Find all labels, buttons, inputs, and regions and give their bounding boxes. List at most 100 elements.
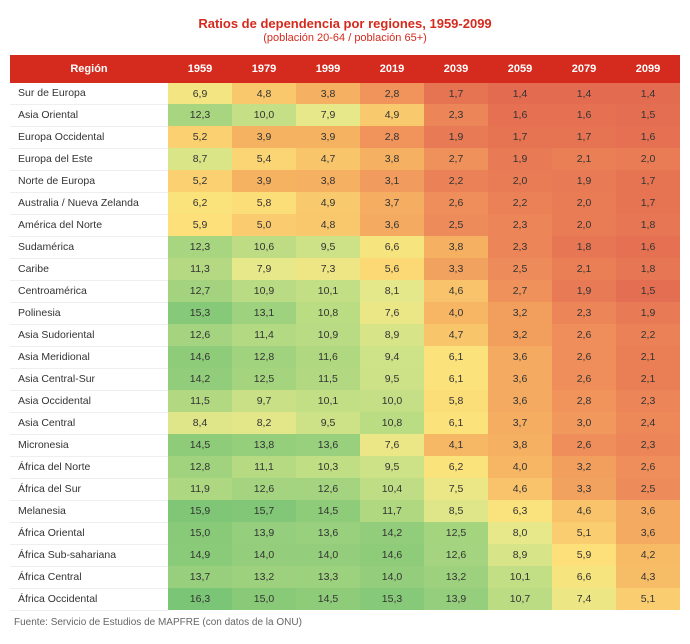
region-cell: África del Sur [10,478,168,500]
value-cell: 14,2 [360,522,424,544]
value-cell: 4,6 [424,280,488,302]
value-cell: 4,6 [488,478,552,500]
table-row: Melanesia15,915,714,511,78,56,34,63,6 [10,500,680,522]
col-header-year: 2079 [552,55,616,83]
value-cell: 4,0 [424,302,488,324]
value-cell: 14,6 [168,346,232,368]
value-cell: 6,1 [424,346,488,368]
value-cell: 13,9 [424,588,488,610]
value-cell: 5,4 [232,148,296,170]
value-cell: 4,1 [424,434,488,456]
value-cell: 13,6 [296,522,360,544]
value-cell: 7,5 [424,478,488,500]
region-cell: Asia Sudoriental [10,324,168,346]
value-cell: 3,6 [616,522,680,544]
value-cell: 3,6 [360,214,424,236]
value-cell: 2,1 [552,258,616,280]
table-row: América del Norte5,95,04,83,62,52,32,01,… [10,214,680,236]
value-cell: 1,7 [616,192,680,214]
table-row: África Oriental15,013,913,614,212,58,05,… [10,522,680,544]
value-cell: 15,0 [168,522,232,544]
value-cell: 10,7 [488,588,552,610]
value-cell: 5,2 [168,126,232,148]
value-cell: 1,5 [616,280,680,302]
value-cell: 11,1 [232,456,296,478]
value-cell: 13,1 [232,302,296,324]
value-cell: 3,3 [552,478,616,500]
table-row: África Sub-sahariana14,914,014,014,612,6… [10,544,680,566]
value-cell: 2,3 [616,434,680,456]
value-cell: 11,5 [296,368,360,390]
value-cell: 3,2 [488,324,552,346]
value-cell: 6,1 [424,368,488,390]
value-cell: 14,2 [168,368,232,390]
value-cell: 5,0 [232,214,296,236]
value-cell: 1,5 [616,104,680,126]
value-cell: 10,1 [296,390,360,412]
value-cell: 1,7 [616,170,680,192]
col-header-year: 2059 [488,55,552,83]
table-row: Caribe11,37,97,35,63,32,52,11,8 [10,258,680,280]
value-cell: 10,8 [360,412,424,434]
value-cell: 12,6 [424,544,488,566]
region-cell: Asia Occidental [10,390,168,412]
value-cell: 4,8 [232,83,296,105]
value-cell: 3,7 [488,412,552,434]
value-cell: 7,3 [296,258,360,280]
value-cell: 15,3 [360,588,424,610]
table-row: Asia Central8,48,29,510,86,13,73,02,4 [10,412,680,434]
value-cell: 3,8 [488,434,552,456]
value-cell: 2,1 [616,368,680,390]
table-row: África del Sur11,912,612,610,47,54,63,32… [10,478,680,500]
value-cell: 14,0 [296,544,360,566]
table-row: Norte de Europa5,23,93,83,12,22,01,91,7 [10,170,680,192]
table-row: África Central13,713,213,314,013,210,16,… [10,566,680,588]
region-cell: América del Norte [10,214,168,236]
value-cell: 6,2 [168,192,232,214]
value-cell: 13,8 [232,434,296,456]
value-cell: 1,9 [552,280,616,302]
table-row: África Occidental16,315,014,515,313,910,… [10,588,680,610]
value-cell: 12,8 [168,456,232,478]
value-cell: 7,6 [360,302,424,324]
value-cell: 6,2 [424,456,488,478]
region-cell: África Central [10,566,168,588]
col-header-year: 2019 [360,55,424,83]
value-cell: 2,1 [616,346,680,368]
region-cell: África Occidental [10,588,168,610]
value-cell: 1,8 [552,236,616,258]
value-cell: 1,9 [552,170,616,192]
value-cell: 9,7 [232,390,296,412]
table-row: Asia Central-Sur14,212,511,59,56,13,62,6… [10,368,680,390]
value-cell: 8,2 [232,412,296,434]
value-cell: 10,9 [232,280,296,302]
table-row: África del Norte12,811,110,39,56,24,03,2… [10,456,680,478]
value-cell: 7,6 [360,434,424,456]
value-cell: 4,0 [488,456,552,478]
dependency-ratio-table: Región19591979199920192039205920792099 S… [10,55,680,611]
value-cell: 8,9 [360,324,424,346]
region-cell: Europa Occidental [10,126,168,148]
value-cell: 14,5 [168,434,232,456]
region-cell: Asia Central-Sur [10,368,168,390]
value-cell: 7,4 [552,588,616,610]
value-cell: 4,9 [360,104,424,126]
value-cell: 4,6 [552,500,616,522]
value-cell: 5,8 [424,390,488,412]
region-cell: Sudamérica [10,236,168,258]
value-cell: 2,0 [552,214,616,236]
value-cell: 1,4 [616,83,680,105]
value-cell: 3,7 [360,192,424,214]
value-cell: 14,5 [296,500,360,522]
value-cell: 3,6 [488,368,552,390]
value-cell: 3,6 [616,500,680,522]
value-cell: 2,3 [488,236,552,258]
value-cell: 2,6 [552,346,616,368]
value-cell: 2,2 [488,192,552,214]
value-cell: 11,5 [168,390,232,412]
value-cell: 1,9 [424,126,488,148]
region-cell: Asia Central [10,412,168,434]
value-cell: 3,8 [360,148,424,170]
value-cell: 2,5 [488,258,552,280]
value-cell: 13,2 [232,566,296,588]
